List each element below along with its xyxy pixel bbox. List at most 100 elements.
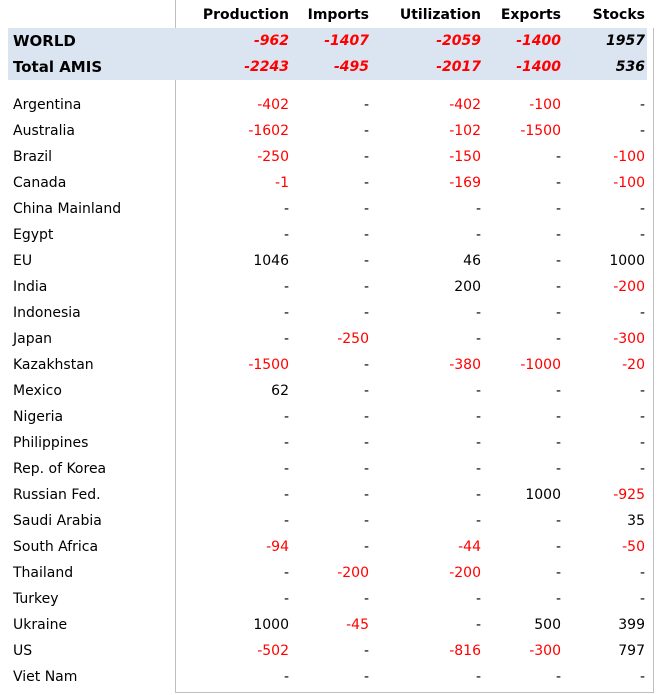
row-label-india: India bbox=[13, 279, 48, 295]
cell-world-exports: -1400 bbox=[489, 28, 569, 54]
cell-south-africa-utilization: -44 bbox=[458, 539, 481, 555]
cell-viet-nam-imports: - bbox=[363, 669, 369, 685]
row-label-world: WORLD bbox=[8, 28, 181, 54]
cell-world-stocks: 1957 bbox=[569, 28, 647, 54]
amis-balance-table: Production Imports Utilization Exports S… bbox=[8, 2, 647, 690]
cell-brazil-stocks: -100 bbox=[613, 149, 645, 165]
table-row: Kazakhstan -1500 - -380 -1000 -20 bbox=[8, 352, 647, 378]
cell-eu-imports: - bbox=[363, 253, 369, 269]
cell-australia-imports: - bbox=[363, 123, 369, 139]
cell-ukraine-production: 1000 bbox=[253, 617, 289, 633]
row-label-eu: EU bbox=[13, 253, 33, 269]
cell-ukraine-stocks: 399 bbox=[618, 617, 645, 633]
cell-viet-nam-utilization: - bbox=[475, 669, 481, 685]
cell-australia-production: -1602 bbox=[248, 123, 289, 139]
cell-egypt-stocks: - bbox=[639, 227, 645, 243]
cell-argentina-exports: -100 bbox=[529, 97, 561, 113]
cell-philippines-stocks: - bbox=[639, 435, 645, 451]
bottom-border bbox=[176, 692, 654, 693]
cell-us-production: -502 bbox=[257, 643, 289, 659]
right-border bbox=[653, 28, 654, 693]
row-label-thailand: Thailand bbox=[13, 565, 74, 581]
cell-eu-production: 1046 bbox=[253, 253, 289, 269]
row-label-kazakhstan: Kazakhstan bbox=[13, 357, 94, 373]
cell-turkey-exports: - bbox=[555, 591, 561, 607]
cell-nigeria-imports: - bbox=[363, 409, 369, 425]
table-row: Nigeria - - - - - bbox=[8, 404, 647, 430]
cell-south-africa-exports: - bbox=[555, 539, 561, 555]
row-label-japan: Japan bbox=[13, 331, 53, 347]
cell-nigeria-stocks: - bbox=[639, 409, 645, 425]
cell-canada-stocks: -100 bbox=[613, 175, 645, 191]
cell-nigeria-production: - bbox=[283, 409, 289, 425]
row-label-total-amis: Total AMIS bbox=[8, 54, 181, 80]
cell-ukraine-imports: -45 bbox=[346, 617, 369, 633]
cell-rep-of-korea-production: - bbox=[283, 461, 289, 477]
row-label-viet-nam: Viet Nam bbox=[13, 669, 78, 685]
cell-viet-nam-stocks: - bbox=[639, 669, 645, 685]
cell-brazil-imports: - bbox=[363, 149, 369, 165]
cell-philippines-imports: - bbox=[363, 435, 369, 451]
cell-china-mainland-utilization: - bbox=[475, 201, 481, 217]
cell-india-utilization: 200 bbox=[454, 279, 481, 295]
header-country bbox=[8, 2, 181, 28]
cell-viet-nam-production: - bbox=[283, 669, 289, 685]
cell-russian-fed-imports: - bbox=[363, 487, 369, 503]
cell-indonesia-exports: - bbox=[555, 305, 561, 321]
table-row: Viet Nam - - - - - bbox=[8, 664, 647, 690]
cell-kazakhstan-exports: -1000 bbox=[520, 357, 561, 373]
cell-us-exports: -300 bbox=[529, 643, 561, 659]
cell-kazakhstan-stocks: -20 bbox=[622, 357, 645, 373]
cell-egypt-production: - bbox=[283, 227, 289, 243]
table-row: Ukraine 1000 -45 - 500 399 bbox=[8, 612, 647, 638]
cell-brazil-utilization: -150 bbox=[449, 149, 481, 165]
cell-rep-of-korea-imports: - bbox=[363, 461, 369, 477]
cell-eu-utilization: 46 bbox=[463, 253, 481, 269]
cell-south-africa-stocks: -50 bbox=[622, 539, 645, 555]
table-row: Japan - -250 - - -300 bbox=[8, 326, 647, 352]
row-label-egypt: Egypt bbox=[13, 227, 54, 243]
cell-philippines-production: - bbox=[283, 435, 289, 451]
cell-russian-fed-production: - bbox=[283, 487, 289, 503]
cell-philippines-exports: - bbox=[555, 435, 561, 451]
cell-china-mainland-imports: - bbox=[363, 201, 369, 217]
cell-thailand-imports: -200 bbox=[337, 565, 369, 581]
row-label-us: US bbox=[13, 643, 33, 659]
cell-total-amis-production: -2243 bbox=[181, 54, 297, 80]
cell-total-amis-utilization: -2017 bbox=[377, 54, 489, 80]
cell-canada-utilization: -169 bbox=[449, 175, 481, 191]
table-row: Australia -1602 - -102 -1500 - bbox=[8, 118, 647, 144]
cell-india-production: - bbox=[283, 279, 289, 295]
row-label-ukraine: Ukraine bbox=[13, 617, 68, 633]
row-label-australia: Australia bbox=[13, 123, 75, 139]
aggregate-row: Total AMIS -2243 -495 -2017 -1400 536 bbox=[8, 54, 647, 80]
cell-south-africa-production: -94 bbox=[266, 539, 289, 555]
row-label-rep-of-korea: Rep. of Korea bbox=[13, 461, 107, 477]
cell-thailand-stocks: - bbox=[639, 565, 645, 581]
aggregate-row: WORLD -962 -1407 -2059 -1400 1957 bbox=[8, 28, 647, 54]
cell-egypt-utilization: - bbox=[475, 227, 481, 243]
cell-turkey-imports: - bbox=[363, 591, 369, 607]
table-row: Argentina -402 - -402 -100 - bbox=[8, 92, 647, 118]
table-row: Egypt - - - - - bbox=[8, 222, 647, 248]
row-label-turkey: Turkey bbox=[13, 591, 59, 607]
cell-thailand-exports: - bbox=[555, 565, 561, 581]
cell-argentina-production: -402 bbox=[257, 97, 289, 113]
header-production: Production bbox=[202, 7, 289, 23]
cell-indonesia-utilization: - bbox=[475, 305, 481, 321]
cell-turkey-production: - bbox=[283, 591, 289, 607]
cell-japan-stocks: -300 bbox=[613, 331, 645, 347]
cell-japan-exports: - bbox=[555, 331, 561, 347]
header-exports: Exports bbox=[500, 7, 561, 23]
cell-japan-imports: -250 bbox=[337, 331, 369, 347]
cell-ukraine-utilization: - bbox=[475, 617, 481, 633]
cell-canada-imports: - bbox=[363, 175, 369, 191]
cell-turkey-stocks: - bbox=[639, 591, 645, 607]
cell-us-imports: - bbox=[363, 643, 369, 659]
cell-argentina-utilization: -402 bbox=[449, 97, 481, 113]
cell-australia-stocks: - bbox=[639, 123, 645, 139]
cell-india-stocks: -200 bbox=[613, 279, 645, 295]
cell-russian-fed-stocks: -925 bbox=[613, 487, 645, 503]
cell-kazakhstan-production: -1500 bbox=[248, 357, 289, 373]
cell-total-amis-imports: -495 bbox=[297, 54, 377, 80]
